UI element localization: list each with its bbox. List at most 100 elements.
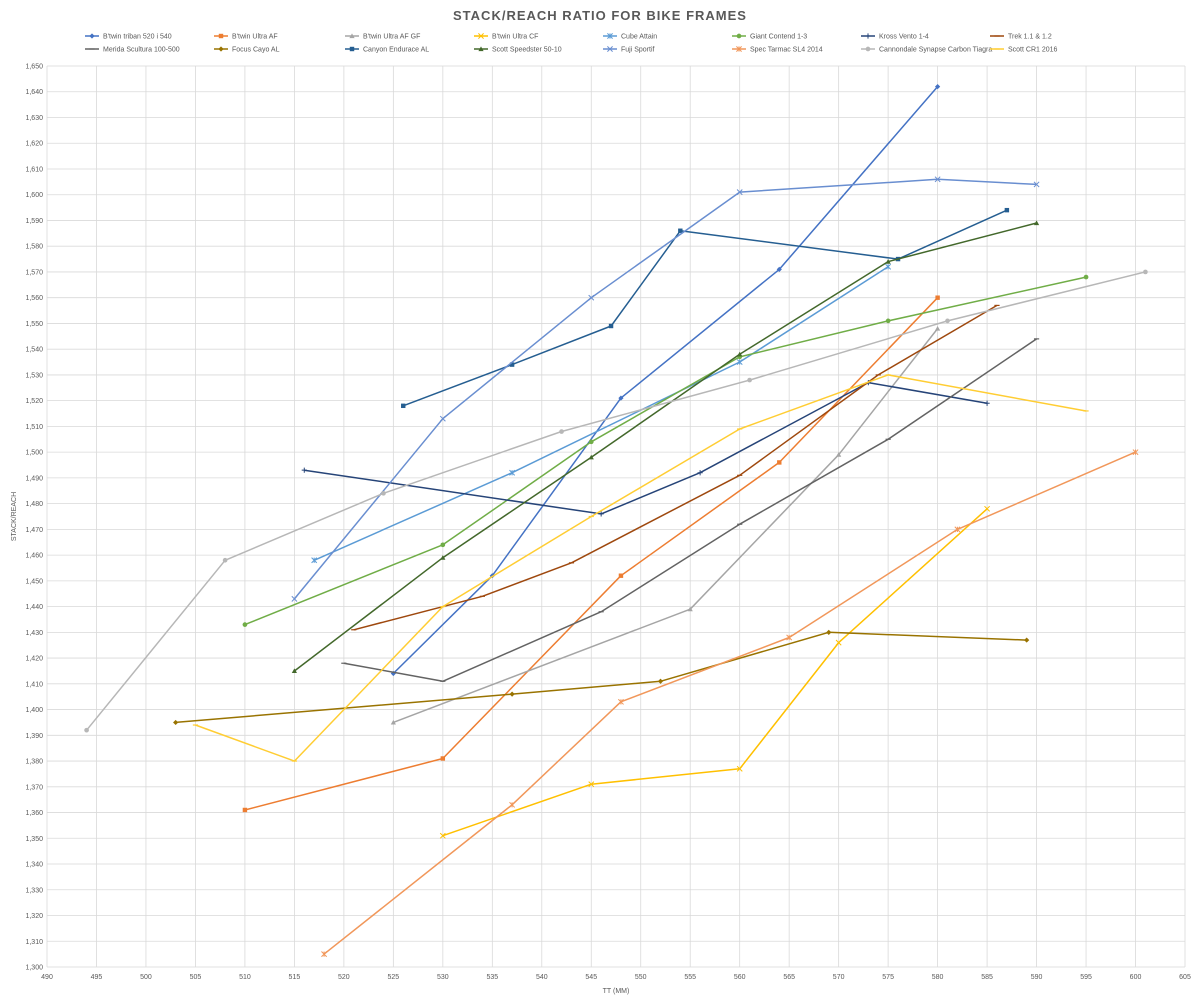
x-tick-label: 555 [684, 974, 696, 981]
x-tick-label: 535 [486, 974, 498, 981]
data-point-marker [984, 400, 990, 406]
legend-label: Scott CR1 2016 [1008, 47, 1058, 54]
data-point-marker [381, 490, 386, 496]
x-axis-title: TT (MM) [603, 988, 630, 995]
series-14 [84, 269, 1148, 733]
data-point-marker [736, 189, 743, 196]
y-tick-label: 1,540 [25, 347, 43, 354]
data-point-marker [440, 542, 446, 548]
legend-label: B'twin Ultra AF [232, 34, 278, 41]
y-tick-label: 1,530 [25, 372, 43, 379]
y-tick-label: 1,300 [25, 965, 43, 972]
data-point-marker [588, 781, 595, 788]
y-tick-label: 1,440 [25, 604, 43, 611]
x-tick-label: 565 [783, 974, 795, 981]
data-point-marker [984, 505, 991, 512]
data-point-marker [885, 259, 891, 264]
data-point-marker [588, 439, 594, 445]
x-tick-label: 585 [981, 974, 993, 981]
legend-label: B'twin Ultra AF GF [363, 34, 420, 41]
x-tick-label: 570 [833, 974, 845, 981]
x-tick-label: 580 [932, 974, 944, 981]
y-tick-label: 1,400 [25, 707, 43, 714]
legend-item: Giant Contend 1-3 [732, 34, 807, 41]
legend-item: B'twin triban 520 i 540 [85, 33, 172, 41]
y-tick-label: 1,390 [25, 733, 43, 740]
data-point-marker [826, 629, 832, 635]
y-tick-label: 1,590 [25, 218, 43, 225]
data-point-marker [509, 801, 516, 808]
chart-title: STACK/REACH RATIO FOR BIKE FRAMES [453, 8, 747, 23]
y-tick-label: 1,600 [25, 192, 43, 199]
series-line [244, 276, 1087, 626]
series-line [393, 328, 939, 724]
legend-label: Merida Scultura 100-500 [103, 47, 180, 54]
data-point-marker [1143, 269, 1148, 275]
data-point-marker [598, 511, 604, 517]
y-tick-label: 1,520 [25, 398, 43, 405]
legend: B'twin triban 520 i 540 B'twin Ultra AF B'… [85, 33, 1058, 54]
data-point-marker [1024, 637, 1030, 643]
data-point-marker [242, 807, 248, 813]
y-tick-label: 1,470 [25, 527, 43, 534]
data-point-marker [747, 377, 752, 383]
data-point-marker [1132, 449, 1139, 456]
series-5 [242, 274, 1089, 627]
data-point-marker [84, 727, 89, 733]
legend-item: B'twin Ultra AF [214, 34, 278, 41]
data-point-marker [509, 691, 515, 697]
data-point-marker [608, 323, 614, 329]
legend-label: B'twin Ultra CF [492, 34, 538, 41]
legend-label: B'twin triban 520 i 540 [103, 34, 172, 41]
data-point-marker [736, 359, 743, 365]
series-line [343, 338, 1038, 683]
data-point-marker [935, 295, 940, 300]
series-line [402, 209, 1008, 407]
legend-label: Giant Contend 1-3 [750, 34, 807, 41]
series-13 [321, 449, 1139, 958]
x-tick-label: 590 [1031, 974, 1043, 981]
data-point-marker [588, 454, 594, 460]
y-tick-label: 1,360 [25, 810, 43, 817]
x-tick-label: 550 [635, 974, 647, 981]
series-15 [192, 374, 1089, 762]
legend-label: Spec Tarmac SL4 2014 [750, 47, 823, 54]
data-point-marker [349, 46, 355, 52]
legend-label: Scott Speedster 50-10 [492, 47, 562, 54]
legend-label: Kross Vento 1-4 [879, 34, 929, 41]
legend-item: Cannondale Synapse Carbon Tiagra [861, 47, 992, 54]
x-tick-label: 595 [1080, 974, 1092, 981]
legend-item: B'twin Ultra CF [474, 33, 538, 41]
x-tick-label: 560 [734, 974, 746, 981]
y-tick-label: 1,570 [25, 269, 43, 276]
y-tick-label: 1,350 [25, 836, 43, 843]
legend-item: Kross Vento 1-4 [861, 33, 929, 41]
y-tick-label: 1,410 [25, 681, 43, 688]
x-tick-label: 505 [190, 974, 202, 981]
series-9 [173, 629, 1030, 726]
series-3 [439, 505, 991, 839]
data-point-marker [935, 325, 941, 331]
legend-item: Canyon Endurace AL [345, 47, 429, 54]
x-tick-label: 530 [437, 974, 449, 981]
legend-item: Merida Scultura 100-500 [85, 47, 180, 54]
series-line [353, 304, 998, 631]
y-tick-label: 1,430 [25, 630, 43, 637]
legend-item: Spec Tarmac SL4 2014 [732, 46, 823, 54]
series-line [323, 451, 1136, 955]
x-tick-label: 520 [338, 974, 350, 981]
legend-label: Fuji Sportif [621, 47, 655, 54]
x-tick-label: 575 [882, 974, 894, 981]
data-point-marker [1033, 181, 1040, 188]
y-tick-label: 1,510 [25, 424, 43, 431]
data-point-marker [617, 698, 624, 705]
y-tick-label: 1,490 [25, 475, 43, 482]
data-point-marker [607, 33, 613, 39]
legend-label: Cannondale Synapse Carbon Tiagra [879, 47, 992, 54]
data-point-marker [509, 362, 515, 367]
x-tick-label: 495 [91, 974, 103, 981]
data-point-marker [291, 595, 298, 602]
y-tick-label: 1,650 [25, 64, 43, 71]
x-tick-label: 545 [585, 974, 597, 981]
